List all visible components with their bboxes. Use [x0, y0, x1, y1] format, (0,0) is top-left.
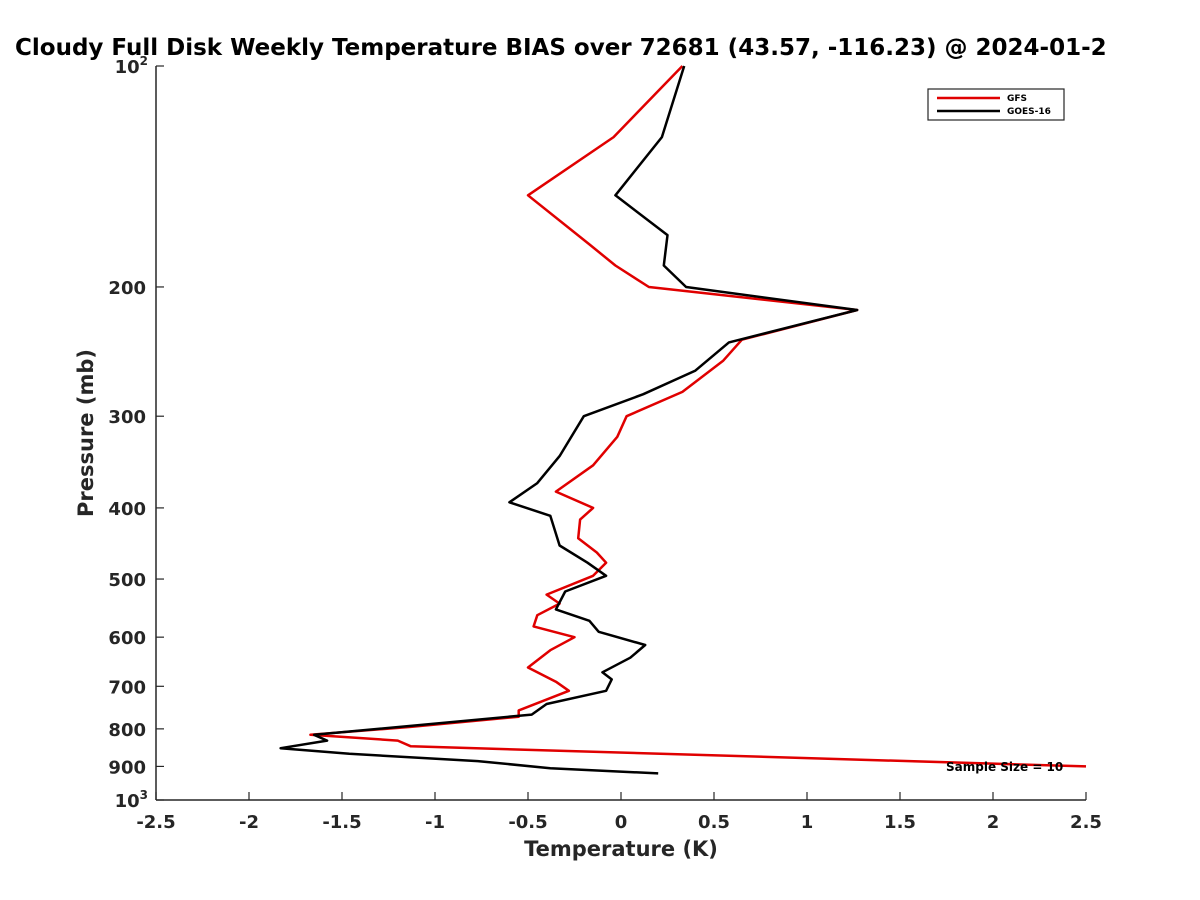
y-tick-label: 102 — [115, 54, 148, 78]
x-tick-label: -0.5 — [508, 812, 547, 833]
chart-title: Cloudy Full Disk Weekly Temperature BIAS… — [15, 35, 1107, 61]
series-line-goes16 — [279, 65, 859, 775]
legend-label-goes16: GOES-16 — [1007, 107, 1051, 117]
legend: GFS GOES-16 — [927, 88, 1065, 121]
y-tick-label: 500 — [108, 570, 146, 591]
y-tick-label: 103 — [115, 788, 148, 812]
x-axis-label: Temperature (K) — [524, 837, 718, 861]
x-tick-label: 0.5 — [698, 812, 730, 833]
x-tick-label: 1 — [801, 812, 814, 833]
plot-area — [155, 65, 1087, 801]
x-tick-label: -1 — [425, 812, 445, 833]
y-tick-label: 800 — [108, 720, 146, 741]
y-tick-label: 700 — [108, 677, 146, 698]
y-axis-ticks: 102 200 300 400 500 600 700 800 900 103 — [108, 54, 164, 812]
x-axis-ticks: -2.5 -2 -1.5 -1 -0.5 0 0.5 1 1.5 2 2.5 — [136, 792, 1102, 833]
x-tick-label: -2 — [239, 812, 259, 833]
y-tick-label: 600 — [108, 628, 146, 649]
legend-label-gfs: GFS — [1007, 94, 1027, 104]
y-tick-label: 200 — [108, 278, 146, 299]
y-axis-label: Pressure (mb) — [74, 349, 98, 517]
sample-size-annotation: Sample Size = 10 — [946, 760, 1063, 774]
y-tick-label: 900 — [108, 757, 146, 778]
legend-box — [927, 88, 1065, 121]
x-tick-label: 2.5 — [1070, 812, 1102, 833]
y-tick-label: 300 — [108, 407, 146, 428]
x-tick-label: 1.5 — [884, 812, 916, 833]
series-line-gfs — [309, 65, 1087, 768]
series-layer — [279, 65, 1087, 775]
x-tick-label: -2.5 — [136, 812, 175, 833]
x-tick-label: 0 — [615, 812, 628, 833]
x-tick-label: -1.5 — [322, 812, 361, 833]
x-tick-label: 2 — [987, 812, 1000, 833]
y-tick-label: 400 — [108, 499, 146, 520]
